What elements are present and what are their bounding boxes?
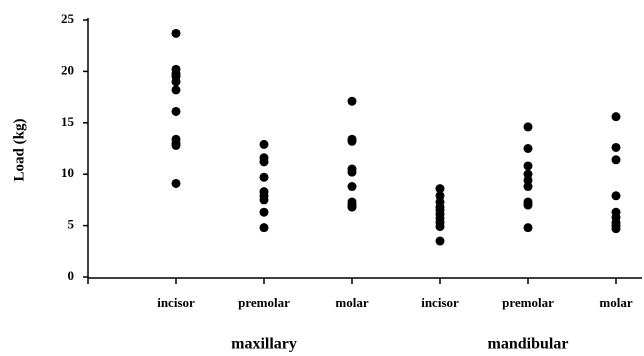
point xyxy=(611,155,621,165)
y-tick-label: 20 xyxy=(61,62,74,77)
x-tick-label: molar xyxy=(599,295,632,310)
group-label: mandibular xyxy=(488,336,569,353)
point xyxy=(435,191,445,201)
group-label: maxillary xyxy=(231,336,297,353)
point xyxy=(171,140,181,150)
point xyxy=(347,202,357,212)
point xyxy=(523,161,533,171)
x-tick-label: incisor xyxy=(157,295,195,310)
point xyxy=(259,223,269,233)
point xyxy=(171,85,181,95)
point xyxy=(611,224,621,234)
y-tick-label: 5 xyxy=(68,217,75,232)
point xyxy=(171,106,181,116)
point xyxy=(611,191,621,201)
x-tick-label: premolar xyxy=(238,295,290,310)
y-axis-label: Load (kg) xyxy=(11,119,27,182)
point xyxy=(523,175,533,185)
point xyxy=(435,236,445,246)
point xyxy=(523,182,533,192)
x-tick-label: molar xyxy=(335,295,368,310)
point xyxy=(171,178,181,188)
point xyxy=(171,77,181,87)
point xyxy=(171,28,181,38)
y-tick-label: 15 xyxy=(61,114,75,129)
point xyxy=(347,167,357,177)
point xyxy=(347,136,357,146)
point xyxy=(259,172,269,182)
x-tick-label: incisor xyxy=(421,295,459,310)
point xyxy=(611,112,621,122)
y-tick-label: 10 xyxy=(61,165,74,180)
point xyxy=(259,157,269,167)
y-tick-label: 0 xyxy=(68,268,75,283)
point xyxy=(435,184,445,194)
point xyxy=(347,96,357,106)
point xyxy=(259,139,269,149)
point xyxy=(347,182,357,192)
point xyxy=(523,169,533,179)
point xyxy=(523,223,533,233)
point xyxy=(435,222,445,232)
point xyxy=(611,142,621,152)
point xyxy=(259,207,269,217)
y-tick-label: 25 xyxy=(61,11,75,26)
x-tick-label: premolar xyxy=(502,295,554,310)
point xyxy=(523,200,533,210)
point xyxy=(523,144,533,153)
point xyxy=(523,122,533,132)
point xyxy=(259,195,269,205)
